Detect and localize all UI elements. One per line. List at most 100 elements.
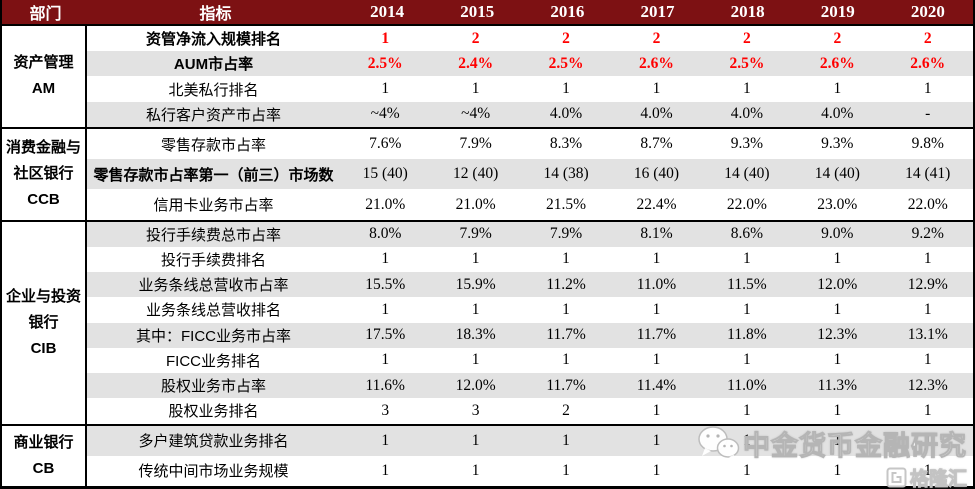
value-cell: 1	[743, 401, 751, 419]
table-row: 其中：FICC业务市占率 17.5% 18.3% 11.7% 11.7% 11.8% 12.…	[87, 322, 973, 348]
table-row: 多户建筑贷款业务排名 1 1 1 1 1 1 1	[87, 425, 973, 456]
value-cell: 21.5%	[546, 195, 587, 213]
value-cell: 11.3%	[817, 376, 858, 394]
value-cell: 1	[743, 80, 751, 98]
value-cell: 12.0%	[817, 275, 858, 293]
value-cell: 11.5%	[727, 275, 767, 293]
value-cell: 11.6%	[365, 376, 405, 394]
value-cell: 1	[381, 29, 390, 47]
indicator-label: 股权业务排名	[168, 403, 259, 421]
value-cell: 1	[833, 351, 842, 369]
header-year: 2014	[370, 2, 405, 21]
table-row: 传统中间市场业务规模 1 1 1 1 1 1 1	[87, 456, 973, 486]
value-cell: 1	[562, 250, 570, 268]
value-cell: 8.1%	[640, 225, 673, 243]
indicator-label: 零售存款市占率第一（前三）市场数	[93, 166, 334, 184]
value-cell: 16 (40)	[633, 165, 680, 183]
value-cell: 12.3%	[817, 326, 858, 344]
indicator-label: 信用卡业务市占率	[153, 197, 274, 215]
value-cell: 1	[923, 461, 932, 479]
header-year: 2016	[550, 2, 585, 21]
table-row: FICC业务排名 1 1 1 1 1 1 1	[87, 348, 973, 373]
value-cell: 9.3%	[821, 135, 854, 153]
value-cell: 4.0%	[821, 105, 854, 123]
value-cell: 15.9%	[455, 275, 496, 293]
dept-name-line: AM	[31, 80, 56, 98]
header-year: 2015	[460, 2, 495, 21]
value-cell: 2	[652, 29, 661, 47]
value-cell: 1	[652, 431, 661, 449]
value-cell: 11.0%	[636, 275, 677, 293]
value-cell: 7.6%	[369, 135, 402, 153]
dept-cell: 企业与投资 银行 CIB	[2, 221, 87, 424]
value-cell: 2	[562, 29, 570, 47]
value-cell: 7.9%	[459, 135, 492, 153]
value-cell: 1	[923, 401, 932, 419]
value-cell: -	[925, 105, 931, 123]
value-cell: 12.0%	[455, 376, 496, 394]
value-cell: 1	[833, 250, 842, 268]
value-cell: 1	[833, 300, 842, 318]
table-row: 业务条线总营收市占率 15.5% 15.9% 11.2% 11.0% 11.5% 12.0%…	[87, 272, 973, 298]
value-cell: 1	[471, 351, 480, 369]
value-cell: 1	[381, 80, 390, 98]
value-cell: 1	[471, 250, 480, 268]
value-cell: 7.9%	[549, 225, 583, 243]
value-cell: 1	[652, 300, 661, 318]
value-cell: 9.0%	[821, 225, 854, 243]
value-cell: 8.3%	[549, 135, 583, 153]
value-cell: 1	[743, 300, 751, 318]
table-row: 投行手续费总市占率 8.0% 7.9% 7.9% 8.1% 8.6% 9.0% 9.2%	[87, 221, 973, 247]
value-cell: 8.0%	[369, 225, 402, 243]
value-cell: 21.0%	[455, 195, 496, 213]
value-cell: 1	[381, 461, 390, 479]
table-row: AUM市占率 2.5% 2.4% 2.5% 2.6% 2.5% 2.6% 2.6%	[87, 51, 973, 77]
value-cell: 22.0%	[726, 195, 767, 213]
value-cell: 1	[652, 401, 661, 419]
value-cell: 1	[743, 461, 751, 479]
value-cell: 2.6%	[639, 54, 674, 72]
dept-name-line: 银行	[28, 313, 59, 331]
value-cell: 1	[652, 80, 661, 98]
value-cell: 2	[923, 29, 932, 47]
value-cell: 12.3%	[907, 376, 948, 394]
table-body: 资产管理 AM 资管净流入规模排名 1 2 2 2 2 2 2 AUM市占率 2.5% 2.4% 2.5%…	[2, 26, 973, 486]
value-cell: 2	[833, 29, 842, 47]
value-cell: 2.6%	[819, 54, 855, 72]
value-cell: 1	[562, 431, 570, 449]
value-cell: 1	[471, 300, 480, 318]
value-cell: 8.6%	[730, 225, 764, 243]
table-row: 零售存款市占率 7.6% 7.9% 8.3% 8.7% 9.3% 9.3% 9.8%	[87, 129, 973, 159]
table-row: 零售存款市占率第一（前三）市场数 15 (40) 12 (40) 14 (38) 16 …	[87, 159, 973, 190]
value-cell: 9.3%	[730, 135, 764, 153]
dept-name-line: 商业银行	[13, 433, 74, 451]
value-cell: 4.0%	[640, 105, 673, 123]
dept-cell: 资产管理 AM	[2, 26, 87, 127]
value-cell: 1	[923, 431, 932, 449]
dept-cell: 消费金融与 社区银行 CCB	[2, 128, 87, 220]
value-cell: 11.2%	[546, 275, 586, 293]
header-year: 2019	[820, 2, 855, 21]
value-cell: 2.6%	[910, 54, 946, 72]
dept-group: 消费金融与 社区银行 CCB 零售存款市占率 7.6% 7.9% 8.3% 8.7% 9.3% 9…	[2, 126, 973, 220]
indicator-label: 股权业务市占率	[160, 378, 266, 396]
indicator-label: 其中：FICC业务市占率	[136, 327, 291, 345]
indicator-label: 北美私行排名	[168, 81, 259, 99]
value-cell: 2	[743, 29, 751, 47]
value-cell: 1	[833, 461, 842, 479]
value-cell: 18.3%	[455, 326, 496, 344]
value-cell: 11.7%	[546, 376, 586, 394]
value-cell: 7.9%	[459, 225, 492, 243]
value-cell: 21.0%	[365, 195, 406, 213]
value-cell: 1	[652, 351, 661, 369]
value-cell: 12.9%	[907, 275, 948, 293]
indicator-label: 投行手续费总市占率	[145, 226, 281, 244]
value-cell: 1	[471, 80, 480, 98]
value-cell: 1	[381, 351, 390, 369]
header-year: 2017	[640, 2, 675, 21]
header-indicator: 指标	[199, 6, 232, 23]
value-cell: 1	[923, 351, 932, 369]
value-cell: 1	[743, 431, 751, 449]
value-cell: 14 (38)	[543, 165, 589, 183]
value-cell: 1	[381, 300, 390, 318]
